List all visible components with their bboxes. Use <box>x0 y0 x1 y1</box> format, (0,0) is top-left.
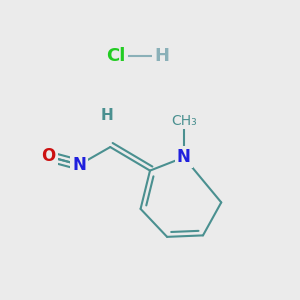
Text: O: O <box>41 148 56 166</box>
Text: N: N <box>177 148 191 166</box>
Text: H: H <box>101 108 114 123</box>
Text: H: H <box>154 47 169 65</box>
Text: N: N <box>72 156 86 174</box>
Text: CH₃: CH₃ <box>171 114 197 128</box>
Text: Cl: Cl <box>106 47 126 65</box>
